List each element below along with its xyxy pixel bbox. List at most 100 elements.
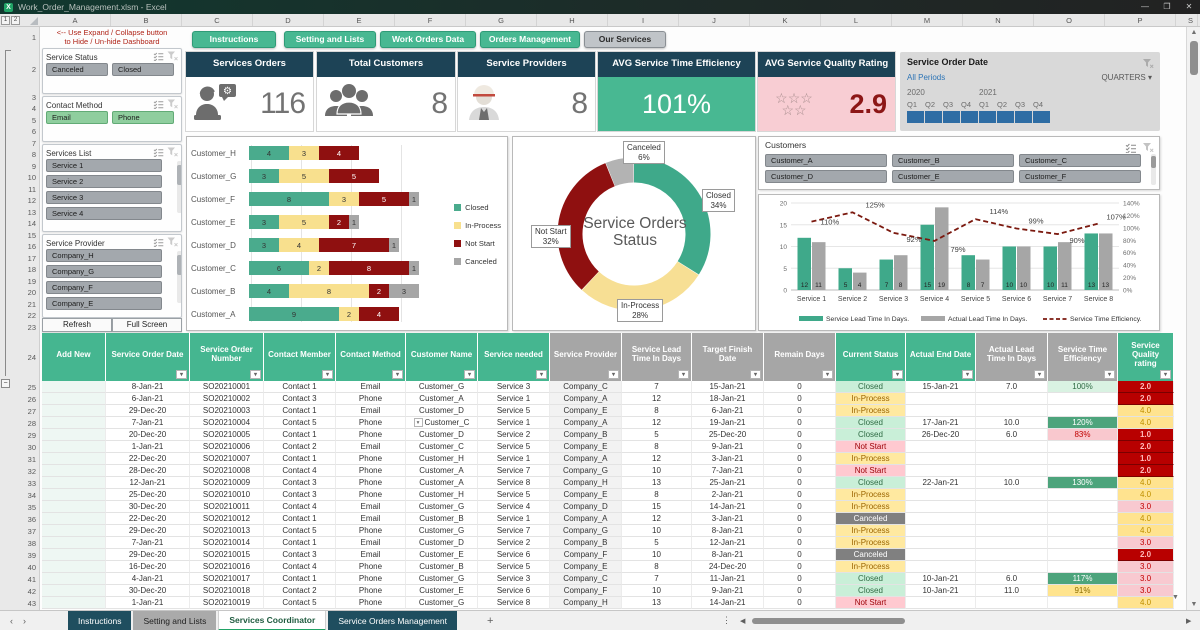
cell-add-new[interactable] xyxy=(42,465,106,477)
cell-customer[interactable]: Customer_H xyxy=(406,453,478,465)
cell-number[interactable]: SO20210005 xyxy=(190,429,264,441)
cell-customer[interactable]: Customer_B xyxy=(406,561,478,573)
cell-service[interactable]: Service 8 xyxy=(478,597,550,609)
cell-actual_lead[interactable]: 10.0 xyxy=(976,417,1048,429)
cell-date[interactable]: 22-Dec-20 xyxy=(106,513,190,525)
cell-end[interactable] xyxy=(906,501,976,513)
filter-dropdown-icon[interactable]: ▾ xyxy=(750,370,761,379)
cell-provider[interactable]: Company_F xyxy=(550,585,622,597)
cell-lead[interactable]: 12 xyxy=(622,453,692,465)
cell-rating[interactable]: 4.0 xyxy=(1118,489,1174,501)
cell-end[interactable] xyxy=(906,393,976,405)
cell-date[interactable]: 7-Jan-21 xyxy=(106,417,190,429)
cell-rating[interactable]: 3.0 xyxy=(1118,585,1174,597)
cell-provider[interactable]: Company_F xyxy=(550,549,622,561)
cell-method[interactable]: Phone xyxy=(336,429,406,441)
column-letter-C[interactable]: C xyxy=(182,14,253,26)
cell-service[interactable]: Service 1 xyxy=(478,453,550,465)
cell-number[interactable]: SO20210007 xyxy=(190,453,264,465)
cell-method[interactable]: Email xyxy=(336,441,406,453)
cell-efficiency[interactable]: 117% xyxy=(1048,573,1118,585)
cell-method[interactable]: Email xyxy=(336,513,406,525)
vscroll-down-icon[interactable]: ▼ xyxy=(1190,601,1198,608)
cell-provider[interactable]: Company_A xyxy=(550,393,622,405)
row-number-30[interactable]: 30 xyxy=(27,442,36,452)
cell-provider[interactable]: Company_E xyxy=(550,561,622,573)
cell-number[interactable]: SO20210008 xyxy=(190,465,264,477)
cell-rating[interactable]: 3.0 xyxy=(1118,501,1174,513)
cell-efficiency[interactable] xyxy=(1048,441,1118,453)
cell-status[interactable]: In-Process xyxy=(836,561,906,573)
cell-status[interactable]: Closed xyxy=(836,585,906,597)
cell-efficiency[interactable]: 100% xyxy=(1048,381,1118,393)
row-number-4[interactable]: 4 xyxy=(31,104,36,113)
row-number-20[interactable]: 20 xyxy=(27,288,36,297)
cell-date[interactable]: 30-Dec-20 xyxy=(106,501,190,513)
cell-method[interactable]: Phone xyxy=(336,489,406,501)
cell-date[interactable]: 28-Dec-20 xyxy=(106,465,190,477)
row-number-26[interactable]: 26 xyxy=(27,394,36,404)
filter-dropdown-icon[interactable]: ▾ xyxy=(822,370,833,379)
cell-lead[interactable]: 8 xyxy=(622,441,692,453)
clear-filter-icon[interactable] xyxy=(1142,56,1154,74)
cell-lead[interactable]: 5 xyxy=(622,537,692,549)
cell-add-new[interactable] xyxy=(42,489,106,501)
cell-remain[interactable]: 0 xyxy=(764,453,836,465)
cell-provider[interactable]: Company_G xyxy=(550,525,622,537)
slicer-item-company_g[interactable]: Company_G xyxy=(46,265,162,278)
cell-end[interactable] xyxy=(906,465,976,477)
cell-end[interactable]: 15-Jan-21 xyxy=(906,381,976,393)
row-number-2[interactable]: 2 xyxy=(31,64,36,74)
row-number-34[interactable]: 34 xyxy=(27,490,36,500)
cell-method[interactable]: Phone xyxy=(336,477,406,489)
cell-provider[interactable]: Company_E xyxy=(550,441,622,453)
column-letter-I[interactable]: I xyxy=(608,14,679,26)
slicer-item-customer_f[interactable]: Customer_F xyxy=(1019,170,1141,183)
filter-dropdown-icon[interactable]: ▾ xyxy=(962,370,973,379)
filter-dropdown-icon[interactable]: ▾ xyxy=(250,370,261,379)
cell-date[interactable]: 29-Dec-20 xyxy=(106,549,190,561)
cell-actual_lead[interactable]: 6.0 xyxy=(976,429,1048,441)
timeline-quarter-bar[interactable] xyxy=(943,111,960,123)
cell-efficiency[interactable] xyxy=(1048,465,1118,477)
cell-add-new[interactable] xyxy=(42,477,106,489)
cell-service[interactable]: Service 2 xyxy=(478,537,550,549)
fullscreen-button[interactable]: Full Screen xyxy=(112,318,182,332)
timeline-quarter-bar[interactable] xyxy=(997,111,1014,123)
cell-efficiency[interactable] xyxy=(1048,537,1118,549)
cell-number[interactable]: SO20210011 xyxy=(190,501,264,513)
nav-button-our-services[interactable]: Our Services xyxy=(584,31,666,48)
cell-customer[interactable]: Customer_E xyxy=(406,585,478,597)
cell-add-new[interactable] xyxy=(42,417,106,429)
row-number-21[interactable]: 21 xyxy=(27,299,36,309)
cell-end[interactable]: 22-Jan-21 xyxy=(906,477,976,489)
row-number-43[interactable]: 43 xyxy=(27,598,36,608)
cell-service[interactable]: Service 1 xyxy=(478,417,550,429)
nav-button-work-orders-data[interactable]: Work Orders Data xyxy=(380,31,476,48)
cell-remain[interactable]: 0 xyxy=(764,537,836,549)
row-number-42[interactable]: 42 xyxy=(27,586,36,596)
minimize-icon[interactable]: — xyxy=(1141,2,1149,11)
cell-target[interactable]: 9-Jan-21 xyxy=(692,441,764,453)
nav-button-instructions[interactable]: Instructions xyxy=(192,31,276,48)
cell-contact[interactable]: Contact 1 xyxy=(264,429,336,441)
cell-service[interactable]: Service 1 xyxy=(478,393,550,405)
cell-method[interactable]: Phone xyxy=(336,573,406,585)
cell-efficiency[interactable] xyxy=(1048,561,1118,573)
slicer-item-email[interactable]: Email xyxy=(46,111,108,124)
cell-add-new[interactable] xyxy=(42,501,106,513)
column-letter-J[interactable]: J xyxy=(679,14,750,26)
cell-contact[interactable]: Contact 1 xyxy=(264,513,336,525)
sheet-tab-services-coordinator[interactable]: Services Coordinator xyxy=(218,610,327,630)
cell-target[interactable]: 3-Jan-21 xyxy=(692,513,764,525)
filter-dropdown-icon[interactable]: ▾ xyxy=(176,370,187,379)
cell-method[interactable]: Email xyxy=(336,381,406,393)
cell-add-new[interactable] xyxy=(42,429,106,441)
restore-icon[interactable]: ❐ xyxy=(1163,2,1171,11)
cell-efficiency[interactable] xyxy=(1048,597,1118,609)
cell-rating[interactable]: 3.0 xyxy=(1118,561,1174,573)
cell-provider[interactable]: Company_A xyxy=(550,417,622,429)
cell-provider[interactable]: Company_H xyxy=(550,597,622,609)
cell-date[interactable]: 7-Jan-21 xyxy=(106,537,190,549)
cell-end[interactable]: 26-Dec-20 xyxy=(906,429,976,441)
